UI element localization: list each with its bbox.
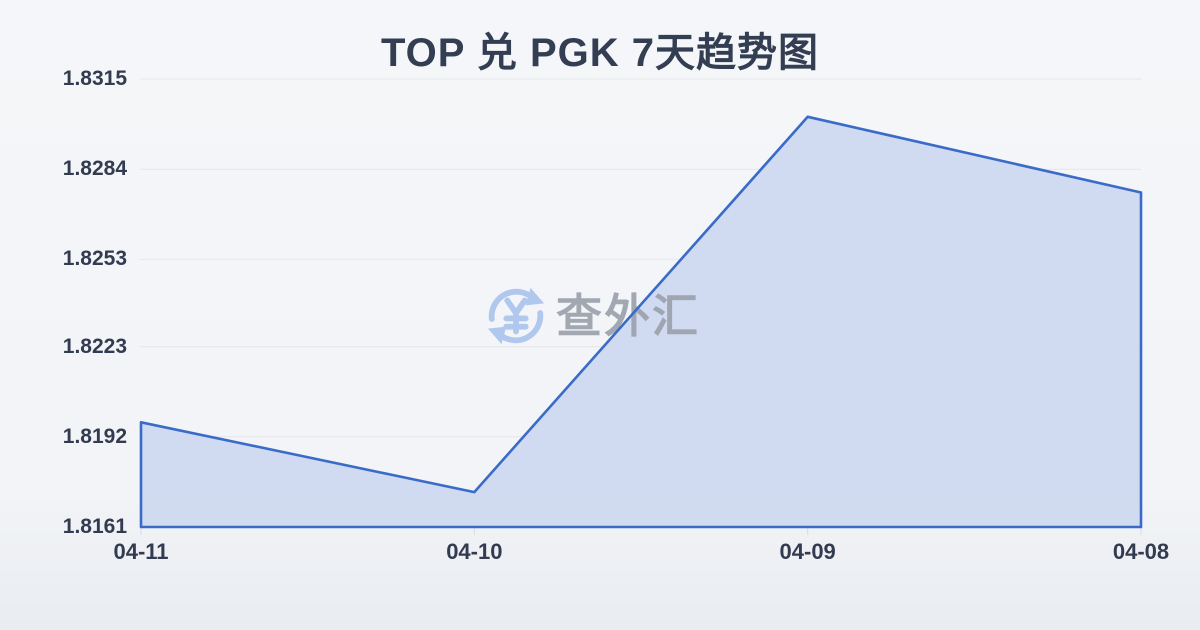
y-axis-tick-label: 1.8253	[62, 247, 127, 271]
x-axis-tick-label: 04-11	[113, 539, 169, 564]
watermark: 查外汇	[485, 285, 700, 347]
y-axis-tick-label: 1.8223	[62, 334, 127, 358]
y-axis-tick-label: 1.8192	[62, 424, 127, 448]
y-axis-tick-label: 1.8315	[62, 67, 127, 90]
currency-exchange-icon	[485, 285, 547, 347]
watermark-text: 查外汇	[556, 290, 700, 342]
x-axis-tick-label: 04-10	[446, 539, 503, 564]
x-axis-tick-label: 04-08	[1112, 539, 1170, 564]
y-axis-tick-label: 1.8161	[62, 515, 127, 538]
x-axis-tick-label: 04-09	[779, 539, 836, 564]
y-axis-tick-label: 1.8284	[62, 157, 127, 181]
chart-title: TOP 兑 PGK 7天趋势图	[380, 31, 820, 75]
